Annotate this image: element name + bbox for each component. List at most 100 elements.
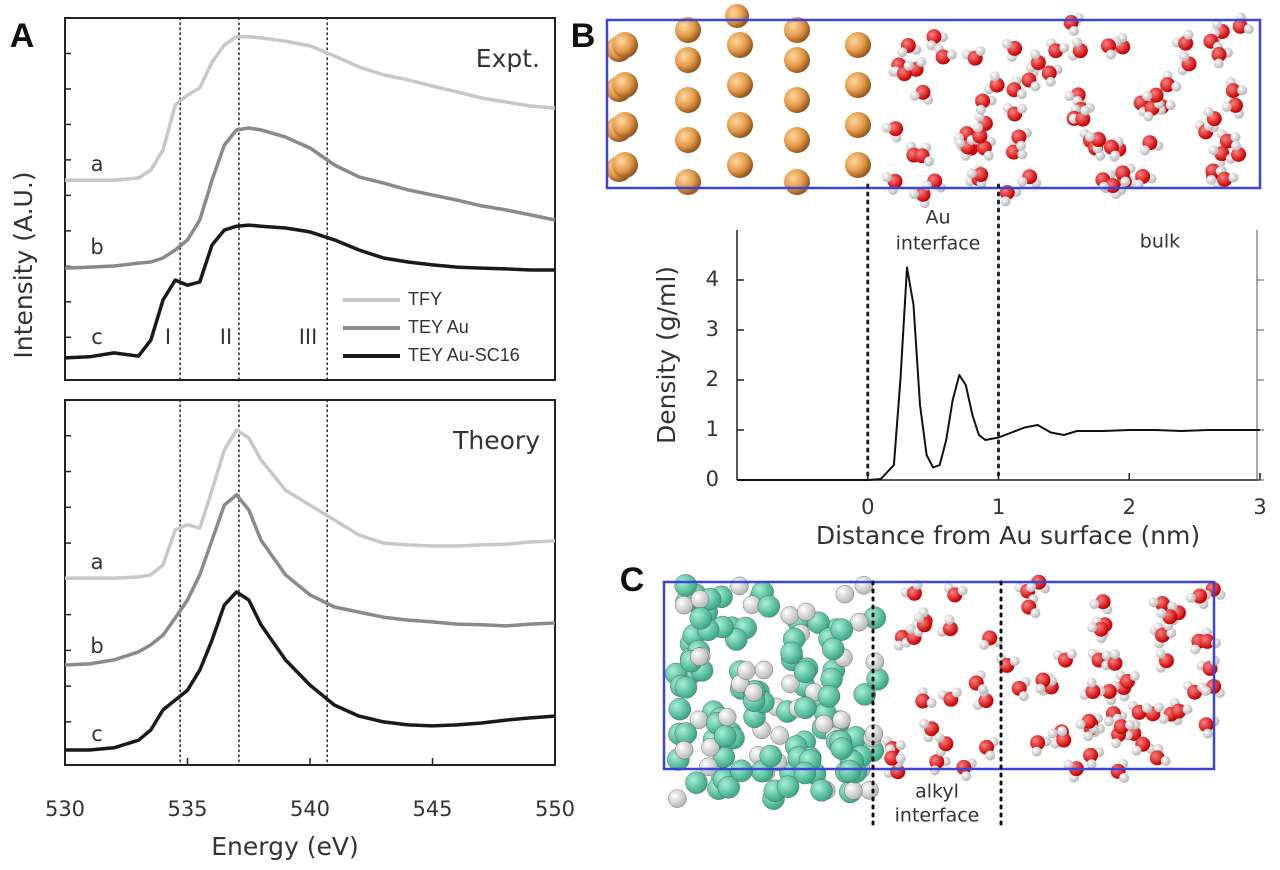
oxygen (1085, 684, 1101, 700)
panel-title: Theory (452, 426, 540, 455)
hydrogen (881, 122, 892, 133)
carbon (689, 607, 712, 630)
gold-atom (727, 112, 753, 138)
hydrogen (1017, 103, 1028, 114)
gold-atom (727, 72, 753, 98)
hydrogen (1129, 671, 1140, 682)
gold-atom (725, 4, 749, 28)
hydrogen (944, 614, 955, 625)
hydrogen (966, 168, 977, 179)
hydrogen (1203, 106, 1214, 117)
oxygen (1107, 655, 1123, 671)
hydrogen (1167, 601, 1178, 612)
hydrogen (1087, 622, 1098, 633)
oxygen (972, 128, 988, 144)
oxygen (915, 186, 931, 202)
region-label: alkyl (915, 781, 959, 803)
oxygen (1211, 47, 1227, 63)
carbon (668, 697, 691, 721)
hydrogen (1072, 37, 1083, 48)
peak-label: I (165, 325, 171, 349)
hydrogen (668, 789, 687, 808)
hydrogen (674, 595, 694, 615)
carbon (793, 660, 817, 683)
gold-atom (612, 72, 638, 98)
carbon (717, 776, 740, 799)
hydrogen (1185, 592, 1196, 603)
hydrogen (1228, 172, 1239, 183)
gold-atom (727, 152, 753, 178)
gold-atom (612, 152, 638, 178)
hydrogen (961, 771, 972, 782)
y-tick-label: 0 (706, 467, 719, 491)
x-tick-label: 3 (1253, 495, 1266, 519)
gold-atom (784, 169, 810, 195)
y-tick-label: 1 (706, 417, 719, 441)
oxygen (915, 693, 931, 709)
hydrogen (796, 602, 816, 622)
legend-label: TEY Au (408, 317, 469, 337)
hydrogen (1016, 140, 1027, 151)
gold-atom (784, 87, 810, 113)
curve-label: c (91, 722, 103, 746)
x-tick-label: 540 (290, 797, 330, 821)
oxygen (935, 49, 951, 65)
legend-label: TFY (408, 289, 442, 309)
hydrogen (1153, 702, 1164, 713)
hydrogen (1171, 81, 1182, 92)
hydrogen (754, 660, 774, 680)
hydrogen (1026, 582, 1037, 593)
hydrogen (909, 188, 920, 199)
oxygen (1192, 588, 1208, 604)
hydrogen (701, 738, 720, 757)
hydrogen (1086, 759, 1097, 770)
plot-frame (64, 17, 556, 381)
gold-atom (845, 112, 871, 138)
hydrogen (699, 757, 718, 776)
hydrogen (1045, 76, 1056, 87)
y-axis-label: Density (g/ml) (652, 266, 681, 444)
carbon (759, 744, 782, 768)
oxygen (1093, 621, 1109, 637)
hydrogen (975, 104, 986, 115)
line-series (65, 428, 556, 580)
hydrogen (1125, 719, 1136, 730)
hydrogen (1243, 24, 1254, 35)
curve-label: b (90, 634, 103, 658)
region-label: bulk (1140, 231, 1180, 253)
hydrogen (1000, 196, 1011, 207)
oxygen (1041, 65, 1057, 81)
hydrogen (1035, 683, 1046, 694)
hydrogen (1105, 49, 1116, 60)
hydrogen (1143, 111, 1154, 122)
gold-atom (675, 127, 701, 153)
carbon (730, 759, 753, 782)
hydrogen (1057, 726, 1068, 737)
oxygen (1205, 163, 1221, 179)
hydrogen (979, 639, 990, 650)
hydrogen (926, 40, 937, 51)
oxygen (1199, 633, 1215, 649)
oxygen (926, 29, 942, 45)
oxygen (1011, 129, 1027, 145)
hydrogen (895, 753, 906, 764)
oxygen (1198, 717, 1214, 733)
carbon (776, 775, 800, 798)
hydrogen (1183, 29, 1194, 40)
panel-label: C (620, 561, 645, 599)
peak-label: II (220, 325, 232, 349)
hydrogen (1231, 140, 1242, 151)
carbon (674, 676, 698, 699)
hydrogen (1084, 131, 1095, 142)
hydrogen (854, 576, 873, 595)
region-label: interface (895, 805, 980, 827)
gold-atom (675, 169, 701, 195)
y-tick-label: 2 (706, 367, 719, 391)
hydrogen (737, 661, 756, 680)
cell-box (605, 18, 1262, 190)
x-tick-label: 550 (535, 797, 575, 821)
hydrogen (1142, 90, 1153, 101)
hydrogen (903, 60, 914, 71)
oxygen (929, 754, 945, 770)
hydrogen (1017, 176, 1028, 187)
